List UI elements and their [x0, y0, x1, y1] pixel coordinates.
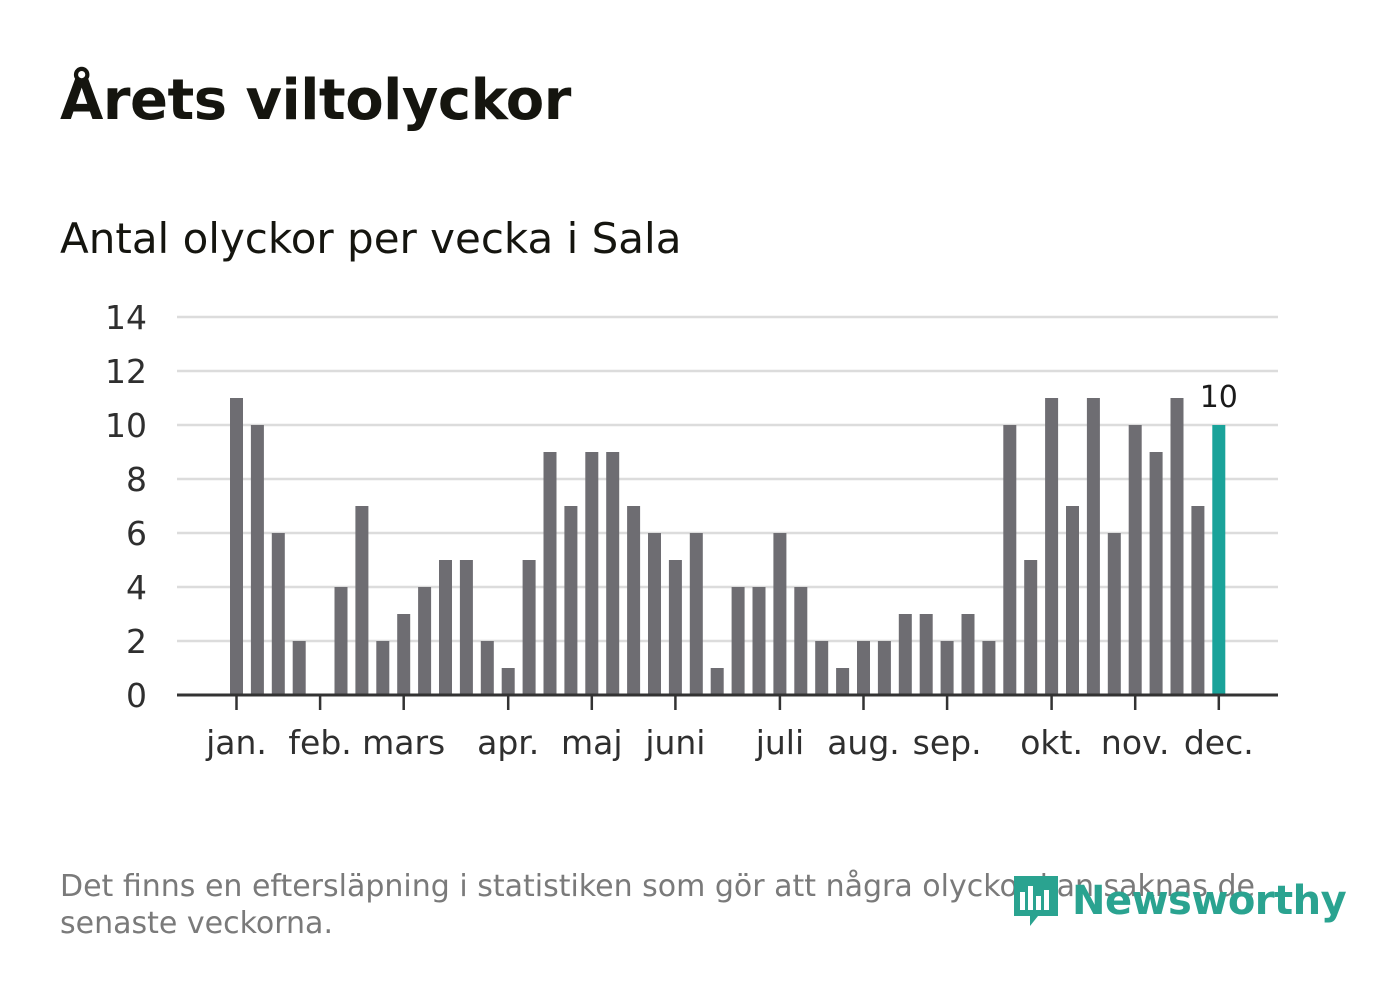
bar: [940, 641, 954, 695]
bar: [836, 668, 850, 695]
bar: [710, 668, 724, 695]
bar: [1128, 425, 1142, 695]
y-tick-label: 12: [105, 352, 147, 391]
bar: [334, 587, 348, 695]
bar: [543, 452, 557, 695]
bar: [1170, 398, 1184, 695]
x-tick-label: maj: [561, 723, 623, 762]
bar: [606, 452, 620, 695]
x-tick-label: mars: [362, 723, 445, 762]
y-tick-label: 4: [126, 568, 147, 607]
y-tick-label: 10: [105, 406, 147, 445]
logo-text: Newsworthy: [1072, 878, 1347, 924]
bar: [815, 641, 829, 695]
x-axis: [177, 693, 1278, 710]
bar: [564, 506, 578, 695]
bar: [480, 641, 494, 695]
bar: [961, 614, 975, 695]
bar: [501, 668, 515, 695]
bar: [292, 641, 306, 695]
newsworthy-bars-icon: [1014, 876, 1058, 926]
bar: [689, 533, 703, 695]
newsworthy-logo: Newsworthy: [1010, 872, 1347, 930]
bar: [418, 587, 432, 695]
bar: [982, 641, 996, 695]
bar: [731, 587, 745, 695]
bar: [898, 614, 912, 695]
chart-subtitle: Antal olyckor per vecka i Sala: [60, 214, 682, 263]
bar: [1066, 506, 1079, 695]
x-tick-label: nov.: [1101, 723, 1170, 762]
x-tick-labels: jan. feb. mars apr. maj juni juli aug. sep. okt. n…: [205, 723, 1254, 762]
y-tick-label: 14: [105, 298, 147, 337]
x-tick-label: jan.: [205, 723, 267, 762]
bar: [230, 398, 243, 695]
bars: [230, 398, 1226, 695]
bar: [522, 560, 536, 695]
x-tick-label: juni: [644, 723, 705, 762]
y-tick-label: 6: [126, 514, 147, 553]
y-tick-label: 8: [126, 460, 147, 499]
y-tick-labels: 0 2 4 6 8 10 12 14: [105, 298, 147, 715]
bar: [648, 533, 661, 695]
bar: [752, 587, 766, 695]
bar: [271, 533, 285, 695]
data-labels: 10: [1200, 380, 1238, 415]
bar: [1045, 398, 1059, 695]
x-tick-label: okt.: [1020, 723, 1083, 762]
bar-chart: 0 2 4 6 8 10 12 14 jan. feb. mars apr. maj juni juli a…: [105, 298, 1278, 762]
data-label: 10: [1200, 380, 1238, 415]
bar: [439, 560, 452, 695]
bar: [627, 506, 641, 695]
bar: [919, 614, 933, 695]
bar: [250, 425, 264, 695]
bar: [794, 587, 808, 695]
bar: [773, 533, 787, 695]
bar: [585, 452, 599, 695]
x-tick-label: sep.: [913, 723, 982, 762]
bar: [668, 560, 682, 695]
y-tick-label: 0: [126, 676, 147, 715]
bar: [1149, 452, 1163, 695]
chart-title: Årets viltolyckor: [60, 68, 571, 133]
bar: [1086, 398, 1100, 695]
x-tick-label: feb.: [288, 723, 351, 762]
bar: [1003, 425, 1017, 695]
x-tick-label: juli: [755, 723, 804, 762]
bar: [877, 641, 891, 695]
bar: [459, 560, 473, 695]
bar: [1107, 533, 1121, 695]
bar: [397, 614, 411, 695]
bar: [1024, 560, 1038, 695]
x-tick-label: aug.: [827, 723, 900, 762]
bar: [1212, 425, 1226, 695]
y-tick-label: 2: [126, 622, 147, 661]
bar: [376, 641, 390, 695]
bar: [355, 506, 369, 695]
x-tick-label: apr.: [477, 723, 539, 762]
bar: [857, 641, 870, 695]
x-tick-label: dec.: [1184, 723, 1254, 762]
bar: [1191, 506, 1205, 695]
